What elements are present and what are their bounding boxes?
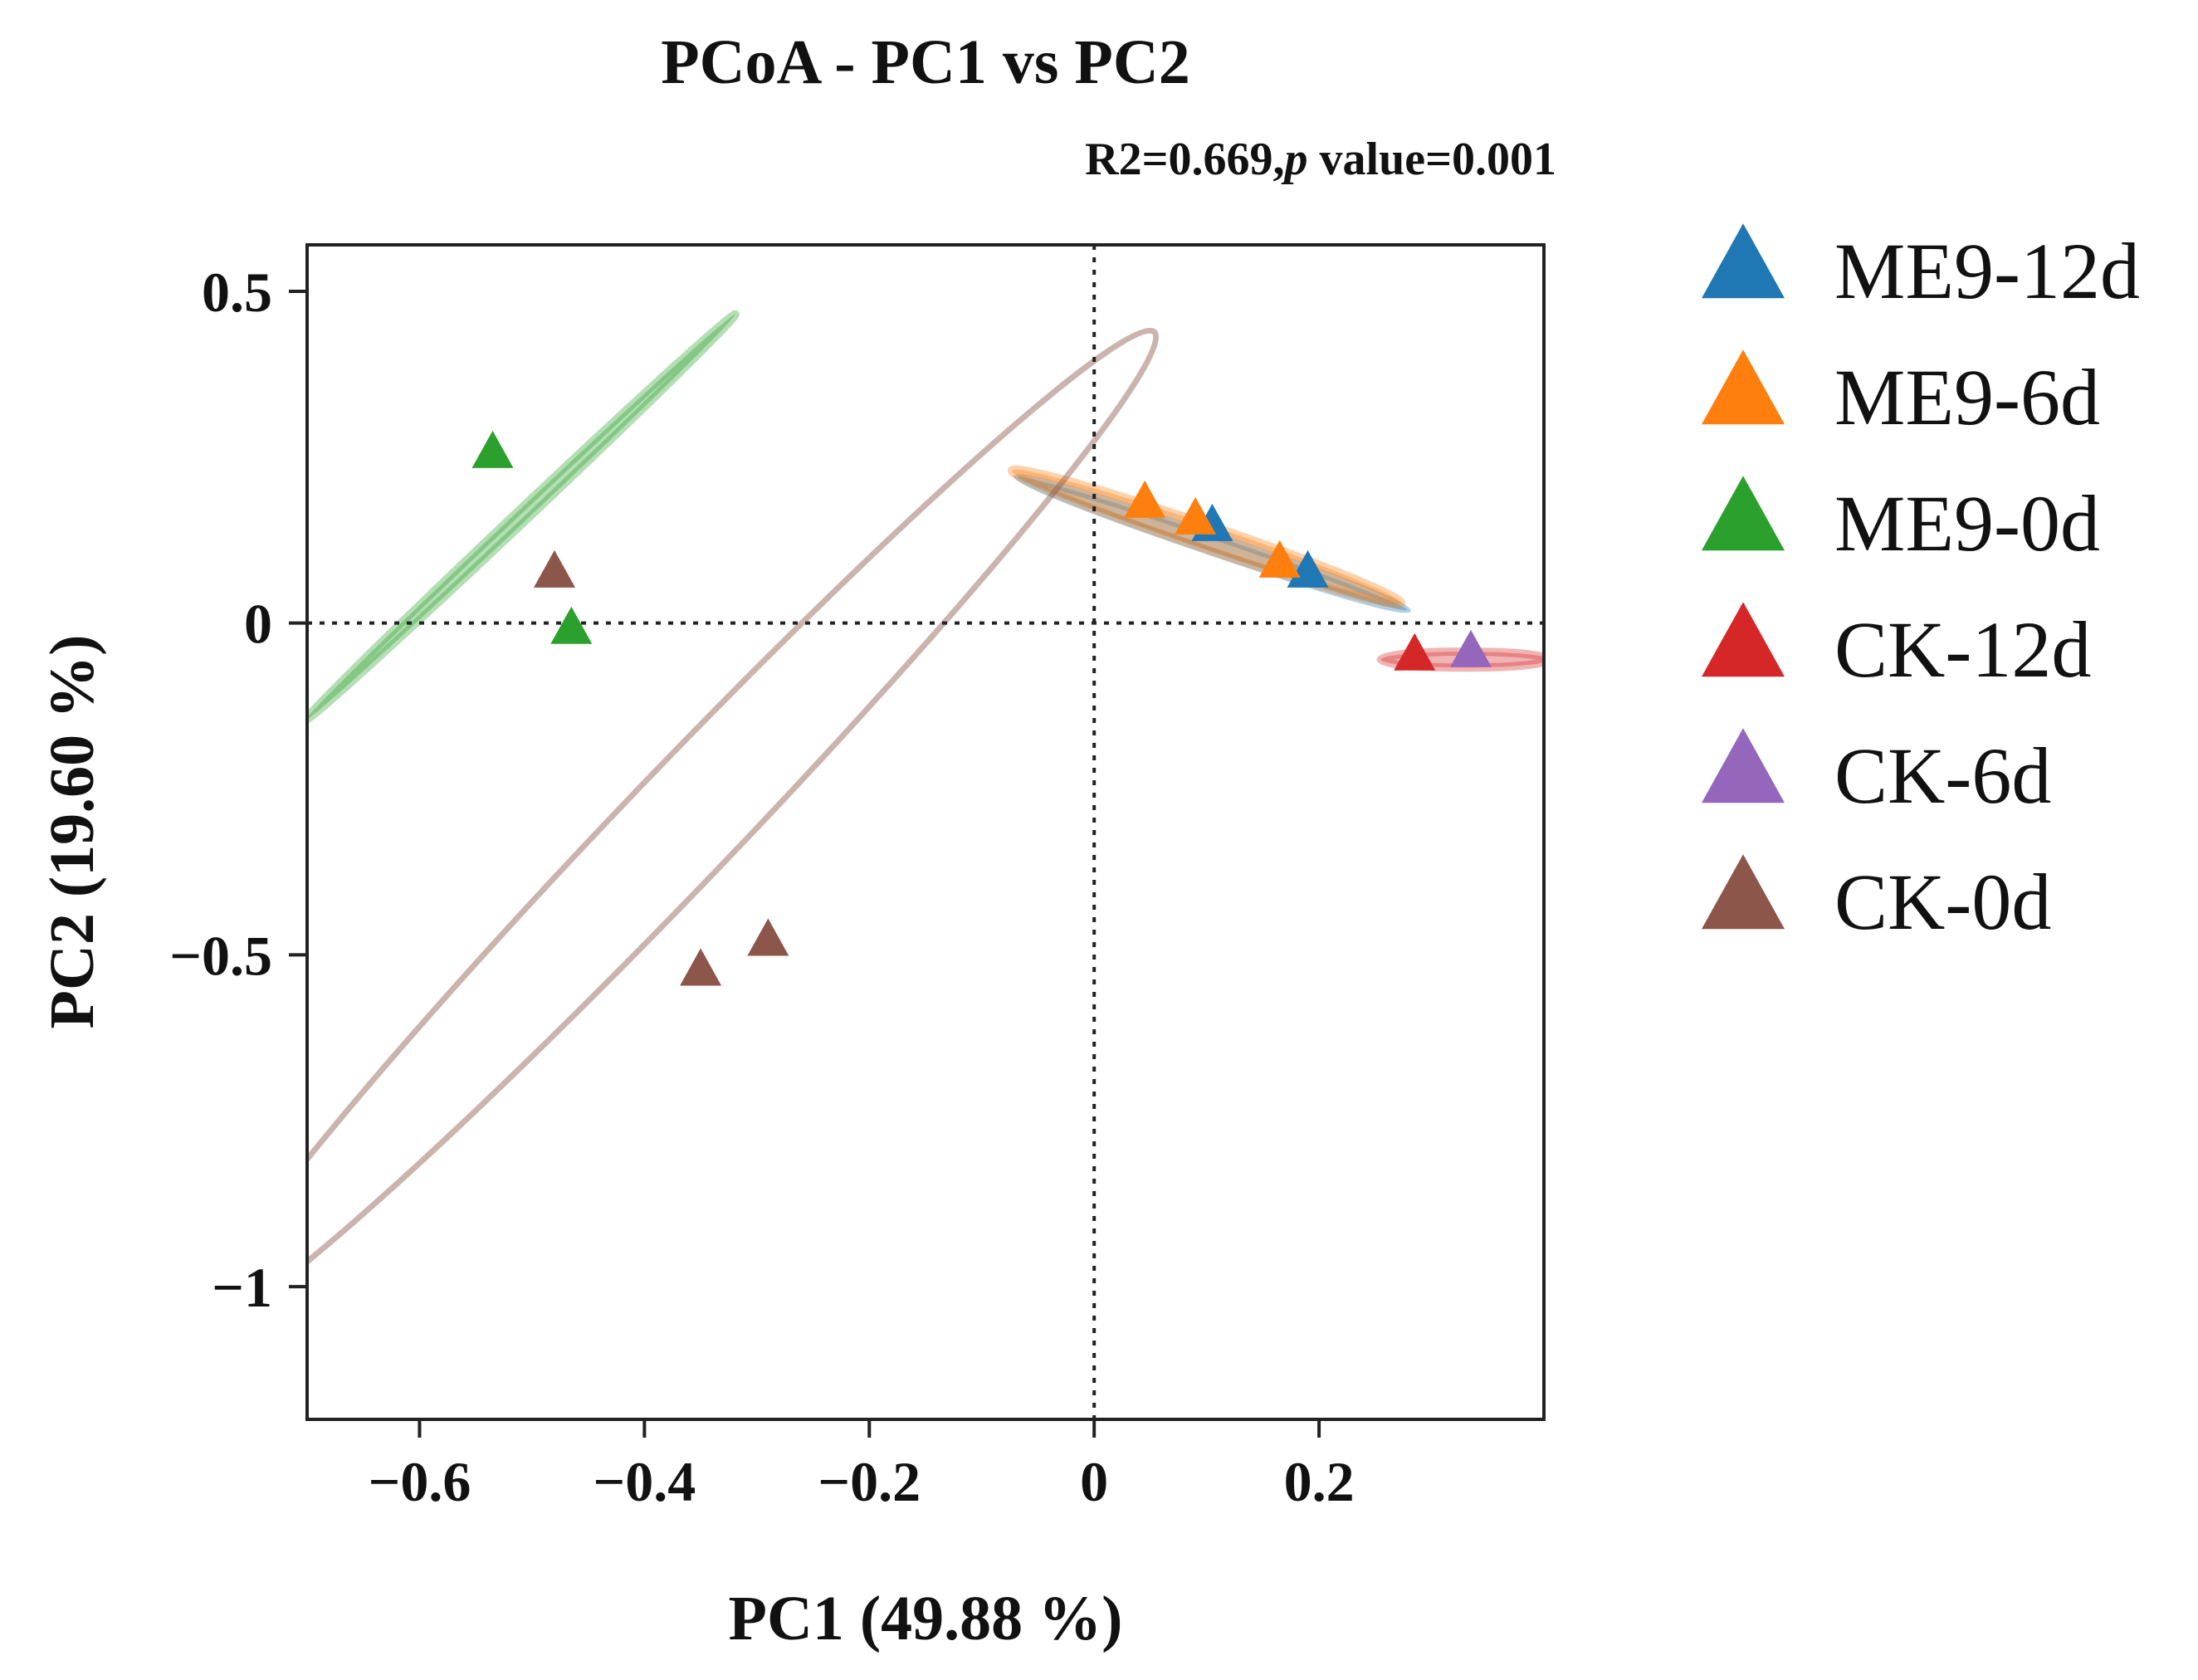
point-me9-0d-2 (550, 606, 593, 644)
legend-label: ME9-12d (1834, 227, 2140, 315)
ellipse-layer (307, 310, 1544, 1331)
legend-label: CK-0d (1834, 857, 2051, 946)
x-tick-label: 0.2 (1284, 1450, 1355, 1513)
chart-subtitle: R2=0.669,p value=0.001 (1085, 134, 1556, 185)
y-tick-label: −1 (212, 1256, 272, 1319)
legend-item-ck-0d: CK-0d (1702, 854, 2051, 946)
triangle-icon (1702, 728, 1785, 803)
y-axis-label: PC2 (19.60 %) (37, 635, 107, 1029)
point-me9-12d-2 (1287, 549, 1329, 588)
ellipse-ck-0d (307, 327, 1160, 1331)
point-layer (471, 430, 1492, 986)
legend: ME9-12d ME9-6d ME9-0d CK-12d CK-6d CK-0d (1702, 223, 2140, 946)
subtitle-suffix: value=0.001 (1308, 134, 1556, 185)
legend-item-me9-12d: ME9-12d (1702, 223, 2140, 315)
point-me9-6d-2 (1175, 496, 1217, 535)
chart-title: PCoA - PC1 vs PC2 (661, 27, 1190, 97)
subtitle-italic: p (1282, 134, 1308, 185)
triangle-icon (1702, 602, 1785, 677)
y-tick-label: 0 (244, 593, 272, 656)
point-ck-0d-2 (680, 948, 722, 986)
triangle-icon (1702, 476, 1785, 551)
point-ck-0d-1 (534, 549, 575, 588)
legend-item-me9-0d: ME9-0d (1702, 476, 2100, 568)
triangle-icon (1702, 854, 1785, 930)
x-tick-label: 0 (1080, 1450, 1108, 1513)
triangle-icon (1702, 223, 1785, 299)
point-ck-0d-3 (747, 918, 789, 956)
x-tick-label: −0.6 (369, 1450, 471, 1513)
legend-item-ck-12d: CK-12d (1702, 602, 2091, 694)
x-tick-label: −0.2 (818, 1450, 921, 1513)
reference-lines (307, 245, 1544, 1419)
legend-label: CK-12d (1834, 605, 2091, 694)
subtitle-prefix: R2=0.669, (1085, 134, 1284, 185)
y-tick-label: 0.5 (202, 261, 272, 324)
plot-frame (305, 243, 1546, 1421)
triangle-icon (1702, 349, 1785, 425)
point-me9-6d-3 (1258, 540, 1301, 578)
ellipse-me9-0d (307, 310, 740, 724)
legend-item-ck-6d: CK-6d (1702, 728, 2051, 820)
legend-item-me9-6d: ME9-6d (1702, 349, 2100, 442)
x-axis-label: PC1 (49.88 %) (729, 1584, 1123, 1653)
x-axis-ticks: −0.6 −0.4 −0.2 0 0.2 (369, 1419, 1355, 1513)
point-me9-0d-1 (471, 430, 514, 468)
legend-label: ME9-0d (1834, 479, 2100, 568)
legend-label: ME9-6d (1834, 353, 2100, 442)
point-ck-12d-1 (1394, 632, 1436, 671)
y-axis-ticks: 0.5 0 −0.5 −1 (169, 261, 307, 1319)
point-ck-6d-1 (1449, 629, 1492, 667)
x-tick-label: −0.4 (593, 1450, 696, 1513)
legend-label: CK-6d (1834, 731, 2051, 820)
point-me9-6d-1 (1124, 480, 1166, 518)
y-tick-label: −0.5 (169, 924, 272, 987)
